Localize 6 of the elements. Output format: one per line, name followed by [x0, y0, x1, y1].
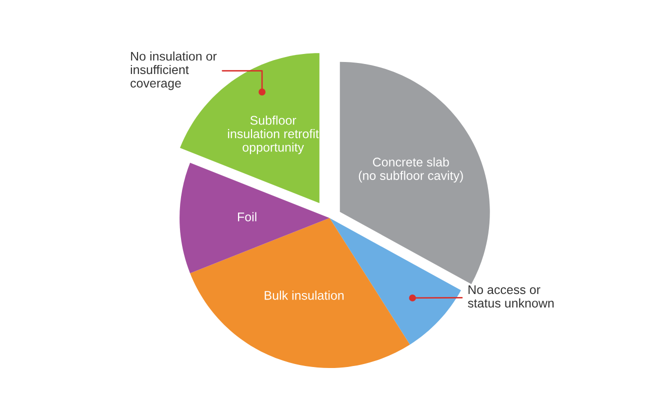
slice-label: Foil: [238, 212, 256, 222]
slice-label: Subfloor insulation retrofit opportunity: [228, 116, 319, 154]
text: No insulation or insufficient coverage: [130, 52, 217, 90]
slice-label: Concrete slab (no subfloor cavity): [358, 157, 463, 182]
text: No access or status unknown: [468, 285, 554, 308]
slice-label: Bulk insulation: [264, 290, 344, 300]
